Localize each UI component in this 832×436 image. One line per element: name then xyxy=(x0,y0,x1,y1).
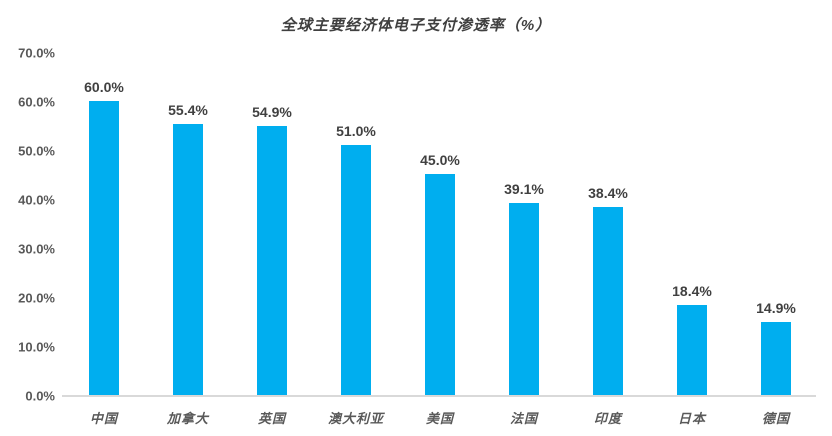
bar-value-label: 60.0% xyxy=(84,79,124,95)
bar xyxy=(509,203,539,395)
bar xyxy=(341,145,371,395)
y-tick-label: 40.0% xyxy=(18,192,55,208)
x-category-label: 法国 xyxy=(509,411,539,426)
bar xyxy=(89,101,119,395)
bar-value-label: 55.4% xyxy=(168,102,208,118)
bar xyxy=(677,305,707,395)
x-category-label: 印度 xyxy=(593,411,623,426)
x-category-label: 中国 xyxy=(89,411,119,426)
x-axis-line xyxy=(62,395,816,397)
x-category-label: 日本 xyxy=(677,411,707,426)
bar-value-label: 38.4% xyxy=(588,185,628,201)
y-tick-label: 30.0% xyxy=(18,241,55,257)
bar-value-label: 45.0% xyxy=(420,152,460,168)
chart-title: 全球主要经济体电子支付渗透率（%） xyxy=(280,17,552,34)
bar-value-label: 14.9% xyxy=(756,300,796,316)
x-category-label: 英国 xyxy=(257,411,287,426)
x-category-label: 德国 xyxy=(761,411,791,426)
bar-value-label: 39.1% xyxy=(504,181,544,197)
bar xyxy=(257,126,287,395)
y-tick-label: 10.0% xyxy=(18,339,55,355)
bar xyxy=(425,174,455,395)
y-tick-label: 20.0% xyxy=(18,290,55,306)
x-category-label: 澳大利亚 xyxy=(327,411,385,426)
y-tick-label: 70.0% xyxy=(18,45,55,61)
y-tick-label: 50.0% xyxy=(18,143,55,159)
y-tick-label: 0.0% xyxy=(25,388,55,404)
bar-value-label: 18.4% xyxy=(672,283,712,299)
x-category-label: 美国 xyxy=(425,411,455,426)
bar xyxy=(593,207,623,395)
x-category-label: 加拿大 xyxy=(166,411,210,426)
bar-value-label: 51.0% xyxy=(336,123,376,139)
y-tick-label: 60.0% xyxy=(18,94,55,110)
bar-value-label: 54.9% xyxy=(252,104,292,120)
bar xyxy=(761,322,791,395)
bar xyxy=(173,124,203,395)
